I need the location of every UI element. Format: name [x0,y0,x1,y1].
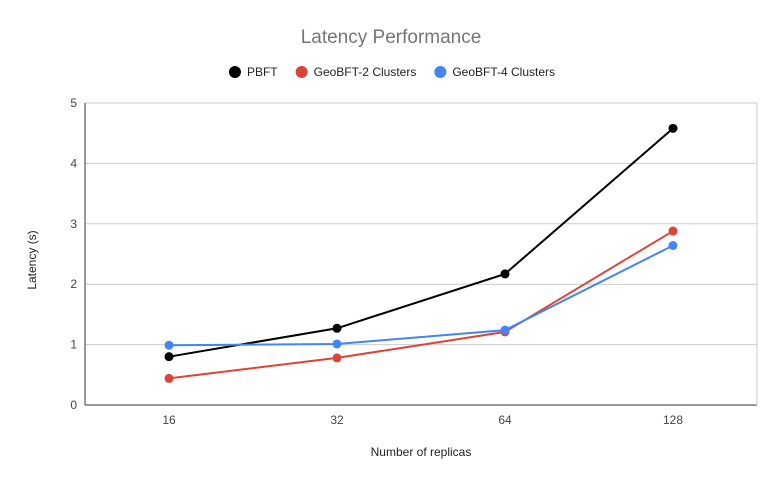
x-tick-label: 128 [663,413,683,427]
y-tick-label: 3 [70,217,77,231]
data-point [164,340,174,350]
legend-marker [434,66,447,78]
y-tick-label: 2 [70,277,77,291]
y-tick-label: 1 [70,338,77,352]
data-point [500,325,510,335]
y-tick-label: 4 [70,156,77,170]
x-tick-label: 64 [498,413,512,427]
x-tick-label: 16 [162,413,176,427]
y-axis-label: Latency (s) [25,230,39,289]
data-point [332,339,342,349]
data-point [164,373,174,383]
data-point [332,353,342,363]
legend-label: PBFT [247,65,278,79]
legend-item: GeoBFT-4 Clusters [434,65,555,79]
y-tick-label: 5 [70,96,77,110]
legend-item: PBFT [228,65,278,79]
data-point [164,352,174,362]
chart-title: Latency Performance [301,27,482,48]
legend-label: GeoBFT-2 Clusters [314,65,417,79]
data-point [500,269,510,279]
data-point [332,323,342,333]
legend-item: GeoBFT-2 Clusters [295,65,417,79]
data-point [668,241,678,251]
legend: PBFT GeoBFT-2 Clusters GeoBFT-4 Clusters [228,65,555,79]
series-line [168,244,674,347]
legend-marker [295,66,308,78]
y-axis-ticks: 0 1 2 3 4 5 [70,96,77,412]
x-tick-label: 32 [330,413,344,427]
legend-marker [228,66,241,78]
data-point [668,123,678,133]
data-point [668,226,678,236]
series-line [168,127,674,358]
series-line [168,230,674,380]
x-axis-label: Number of replicas [371,445,472,459]
series-group [164,123,678,383]
legend-label: GeoBFT-4 Clusters [452,65,555,79]
y-tick-label: 0 [70,398,77,412]
x-axis-ticks: 16 32 64 128 [162,413,683,427]
